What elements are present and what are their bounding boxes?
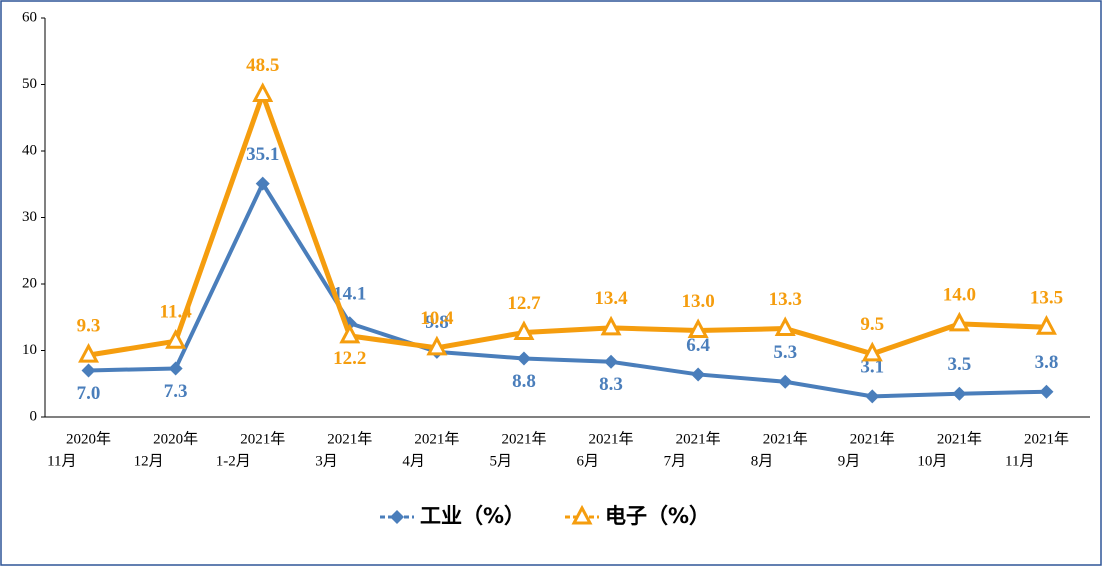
point [778,374,793,389]
value-label: 7.0 [77,383,101,404]
point [339,323,361,344]
x-tick-label: 10月 [917,453,947,469]
point [1039,384,1054,399]
x-tick-label: 2021年 [327,430,372,447]
x-tick-label: 1-2月 [216,453,251,469]
y-tick-label: 50 [22,76,37,92]
x-tick-label: 2021年 [240,430,285,447]
value-label: 35.1 [246,144,279,165]
point [948,311,970,332]
y-tick-label: 40 [22,142,37,158]
x-tick-label: 2020年 [153,430,198,447]
value-label: 3.5 [948,354,972,375]
point [687,318,709,339]
point [952,386,967,401]
point [516,351,531,366]
y-tick-label: 0 [30,408,38,424]
value-label: 13.5 [1030,288,1063,309]
value-label: 3.1 [860,357,884,378]
legend-marker [571,504,593,525]
x-tick-label: 6月 [577,453,600,469]
x-tick-label: 2020年 [66,430,111,447]
x-tick-label: 2021年 [501,430,546,447]
x-tick-label: 5月 [489,453,512,469]
point [78,342,100,363]
x-tick-label: 2021年 [763,430,808,447]
legend-label: 工业（%） [420,504,525,528]
series-line [88,91,1047,358]
point [600,315,622,336]
y-tick-label: 60 [22,9,37,25]
y-tick-label: 20 [22,275,37,291]
value-label: 12.7 [507,293,541,314]
value-label: 6.4 [686,335,710,356]
legend-marker [390,510,404,524]
value-label: 14.0 [943,284,976,305]
x-tick-label: 12月 [134,453,164,469]
point [774,316,796,337]
x-tick-label: 11月 [47,453,76,469]
x-tick-label: 2021年 [589,430,634,447]
value-label: 14.1 [333,284,366,305]
value-label: 13.4 [594,288,628,309]
x-tick-label: 4月 [402,453,425,469]
value-label: 5.3 [773,342,797,363]
point [865,389,880,404]
x-tick-label: 7月 [664,453,687,469]
value-label: 13.3 [769,289,802,310]
point [513,320,535,341]
value-label: 10.4 [420,308,454,329]
y-tick-label: 30 [22,209,37,225]
value-label: 7.3 [164,381,188,402]
value-label: 9.8 [425,312,449,333]
point [81,363,96,378]
point [861,341,883,362]
y-tick-label: 10 [22,342,37,358]
value-label: 11.4 [160,302,193,323]
x-tick-label: 2021年 [676,430,721,447]
value-label: 8.3 [599,374,623,395]
point [426,335,448,356]
legend-item: 工业（%） [380,504,525,528]
point [252,82,274,102]
value-label: 48.5 [246,55,279,76]
series-line [88,181,1047,399]
point [165,329,187,349]
legend-label: 电子（%） [605,504,710,528]
point [604,354,619,369]
point [168,361,183,376]
value-label: 8.8 [512,371,536,392]
x-tick-label: 3月 [315,453,338,469]
point [255,176,270,191]
value-label: 3.8 [1035,352,1059,373]
x-tick-label: 2021年 [414,430,459,447]
x-tick-label: 2021年 [937,430,982,447]
x-tick-label: 11月 [1005,453,1034,469]
x-tick-label: 2021年 [850,430,895,447]
point [1035,315,1057,335]
legend-item: 电子（%） [565,504,710,528]
x-tick-label: 8月 [751,453,774,469]
x-tick-label: 2021年 [1024,430,1069,447]
value-label: 12.2 [333,348,366,369]
value-label: 9.3 [77,316,101,337]
x-tick-label: 9月 [838,453,861,469]
value-label: 9.5 [860,314,884,335]
point [691,367,706,382]
value-label: 13.0 [682,291,715,312]
